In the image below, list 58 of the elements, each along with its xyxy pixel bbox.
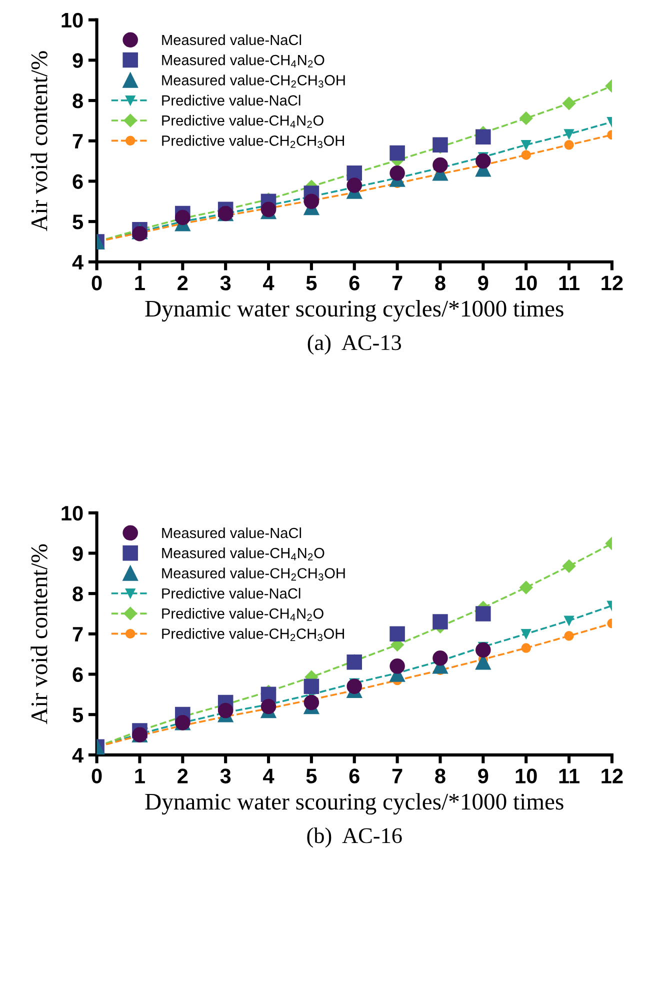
y-tick-label: 6 — [72, 174, 83, 189]
x-tick-label: 0 — [92, 276, 102, 290]
legend-label: Measured value-NaCl — [162, 527, 302, 538]
x-tick-label: 7 — [392, 768, 402, 784]
legend-label: Measured value-CH$_{2}$CH$_{3}$OH — [162, 74, 345, 88]
y-tick-label: 4 — [72, 748, 84, 762]
legend-label: Measured value-CH$_{4}$N$_{2}$O — [162, 548, 324, 560]
y-tick-label: 4 — [72, 255, 84, 270]
x-tick-label: 12 — [602, 276, 623, 290]
x-tick-label: 3 — [220, 768, 231, 784]
x-tick-label: 5 — [306, 276, 317, 290]
legend-label: Predictive value-NaCl — [162, 94, 300, 106]
legend-label: Predictive value-CH$_{2}$CH$_{3}$OH — [162, 135, 344, 148]
y-tick-label: 9 — [72, 53, 83, 68]
x-tick-label: 2 — [178, 276, 188, 290]
x-tick-label: 9 — [478, 768, 488, 784]
x-axis-title: Dynamic water scouring cycles/*1000 times — [145, 300, 564, 322]
x-tick-label: 4 — [263, 768, 274, 784]
y-tick-label: 5 — [72, 214, 84, 230]
x-tick-label: 1 — [135, 276, 145, 290]
x-tick-label: 1 — [135, 768, 145, 784]
x-tick-label: 11 — [559, 276, 580, 290]
x-tick-label: 10 — [516, 276, 537, 290]
x-axis-title: Dynamic water scouring cycles/*1000 times — [145, 793, 564, 815]
legend-label: Predictive value-CH$_{4}$N$_{2}$O — [162, 114, 324, 128]
text: (a) AC-13 — [308, 334, 402, 355]
y-tick-label: 8 — [72, 586, 83, 602]
legend-label: Measured value-NaCl — [162, 34, 302, 46]
legend-label: Predictive value-CH$_{4}$N$_{2}$O — [162, 608, 324, 621]
y-tick-label: 7 — [72, 134, 83, 148]
x-tick-label: 9 — [478, 276, 488, 290]
x-tick-label: 3 — [220, 276, 231, 290]
y-tick-label: 10 — [62, 12, 83, 28]
x-tick-label: 5 — [306, 768, 317, 784]
y-tick-label: 10 — [62, 506, 83, 521]
x-tick-label: 7 — [392, 276, 402, 290]
legend-label: Measured value-CH$_{2}$CH$_{3}$OH — [162, 568, 345, 581]
x-tick-label: 11 — [559, 768, 580, 784]
y-axis-title: Air void content/% — [30, 51, 48, 232]
x-tick-label: 8 — [435, 768, 446, 784]
legend-label: Predictive value-CH$_{2}$CH$_{3}$OH — [162, 628, 344, 642]
x-tick-label: 0 — [92, 768, 102, 784]
x-tick-label: 12 — [602, 768, 623, 784]
x-tick-label: 4 — [263, 276, 274, 290]
y-tick-label: 6 — [72, 667, 83, 682]
y-tick-label: 8 — [72, 94, 83, 108]
x-tick-label: 8 — [435, 276, 446, 290]
x-tick-label: 6 — [349, 768, 360, 784]
legend-label: Measured value-CH$_{4}$N$_{2}$O — [162, 54, 324, 68]
y-tick-label: 7 — [72, 627, 83, 642]
x-tick-label: 6 — [349, 276, 360, 290]
x-tick-label: 2 — [178, 768, 188, 784]
y-axis-title: Air void content/% — [30, 544, 48, 724]
y-tick-label: 9 — [72, 546, 83, 561]
y-tick-label: 5 — [72, 708, 84, 722]
x-tick-label: 10 — [516, 768, 537, 784]
text: (b) AC-16 — [307, 828, 402, 848]
legend-label: Predictive value-NaCl — [162, 588, 300, 599]
